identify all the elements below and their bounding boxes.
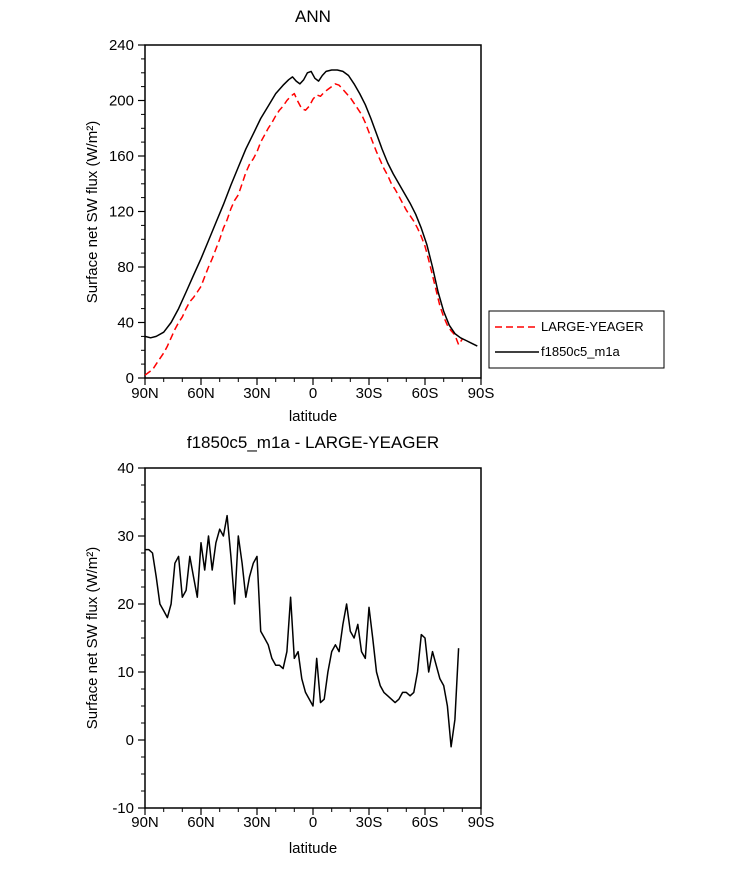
y-tick-label: 0 [126,370,134,387]
ann-chart-title: ANN [295,7,331,26]
x-tick-label: 90S [468,814,495,831]
x-tick-label: 0 [309,814,317,831]
ann-x-axis-label: latitude [289,408,337,425]
ann-chart-canvas: ANN latitude Surface net SW flux (W/m²) … [84,7,665,425]
ann-plot-area: 90N 60N 30N 0 30S 60S 90S 0 40 80 120 160 200 240 LARG… [109,37,665,402]
y-tick-label: -10 [112,800,134,817]
x-tick-label: 0 [309,385,317,402]
x-tick-label: 90N [131,385,159,402]
y-tick-label: 40 [117,460,134,477]
x-tick-label: 60S [412,385,439,402]
y-tick-label: 160 [109,148,134,165]
difference-x-axis-label: latitude [289,840,337,857]
y-tick-label: 240 [109,37,134,54]
axis-frame [144,467,482,809]
ann-y-axis-label: Surface net SW flux (W/m²) [84,121,101,304]
x-tick-label: 90S [468,385,495,402]
legend-label: f1850c5_m1a [541,344,621,359]
y-tick-label: 30 [117,528,134,545]
series-line-difference [145,514,460,748]
x-tick-label: 60S [412,814,439,831]
series-line-f1850c5_m1a [144,69,478,347]
legend-label: LARGE-YEAGER [541,319,644,334]
y-tick-label: 10 [117,664,134,681]
difference-plot-area: 90N 60N 30N 0 30S 60S 90S -10 0 10 20 30 40 [112,460,494,831]
y-tick-label: 120 [109,204,134,221]
x-tick-label: 30N [243,385,271,402]
y-tick-label: 200 [109,93,134,110]
difference-y-axis-label: Surface net SW flux (W/m²) [84,547,101,730]
axis-frame [144,44,482,379]
y-tick-label: 40 [117,315,134,332]
x-tick-label: 30S [356,814,383,831]
x-tick-label: 60N [187,385,215,402]
y-tick-label: 20 [117,596,134,613]
difference-chart-title: f1850c5_m1a - LARGE-YEAGER [187,433,439,452]
series-line-LARGE-YEAGER [144,83,463,376]
difference-chart-canvas: f1850c5_m1a - LARGE-YEAGER latitude Surf… [84,433,494,857]
x-tick-label: 60N [187,814,215,831]
y-tick-label: 0 [126,732,134,749]
x-tick-label: 30S [356,385,383,402]
x-tick-label: 90N [131,814,159,831]
y-tick-label: 80 [117,259,134,276]
legend-box [488,310,665,369]
x-tick-label: 30N [243,814,271,831]
